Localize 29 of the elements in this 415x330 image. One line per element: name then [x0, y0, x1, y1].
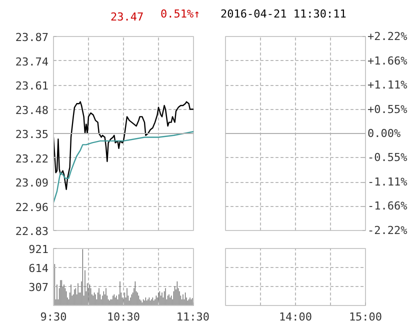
y2-tick-label: -1.66%	[368, 200, 408, 213]
y-tick-label: 23.09	[15, 176, 49, 190]
y2-tick-label: 0.00%	[368, 127, 401, 140]
y-tick-label: 23.87	[15, 31, 49, 44]
y2-tick-label: -2.22%	[368, 224, 408, 237]
text: 2016-04-21 11:30:11	[220, 8, 346, 20]
y-tick-label: 307	[28, 281, 49, 294]
y-tick-label: 23.74	[15, 55, 49, 68]
y2-tick-label: +2.22%	[368, 30, 408, 43]
y2-tick-label: -0.55%	[368, 151, 408, 164]
y2-tick-label: +1.11%	[368, 78, 408, 92]
y-tick-label: 22.96	[15, 200, 49, 214]
y-tick-label: 23.61	[15, 80, 49, 92]
y-tick-label: 23.22	[15, 152, 49, 166]
y2-tick-label: +0.55%	[368, 102, 408, 116]
text: 23.47	[110, 10, 144, 24]
y2-tick-label: +1.66%	[368, 54, 408, 68]
x-tick-label: 11:30	[176, 310, 210, 324]
x-tick-label: 10:30	[106, 310, 140, 324]
y-tick-label: 614	[28, 262, 49, 275]
y2-tick-label: -1.11%	[368, 176, 408, 188]
y-tick-label: 921	[28, 243, 49, 256]
text: 0.51%↑	[160, 8, 200, 20]
y-tick-label: 23.48	[15, 104, 49, 117]
x-tick-label: 9:30	[40, 310, 67, 324]
x-tick-label: 14:00	[278, 310, 312, 324]
y-tick-label: 23.35	[15, 128, 49, 141]
x-tick-label: 15:00	[348, 310, 382, 324]
y-tick-label: 22.83	[15, 225, 49, 238]
